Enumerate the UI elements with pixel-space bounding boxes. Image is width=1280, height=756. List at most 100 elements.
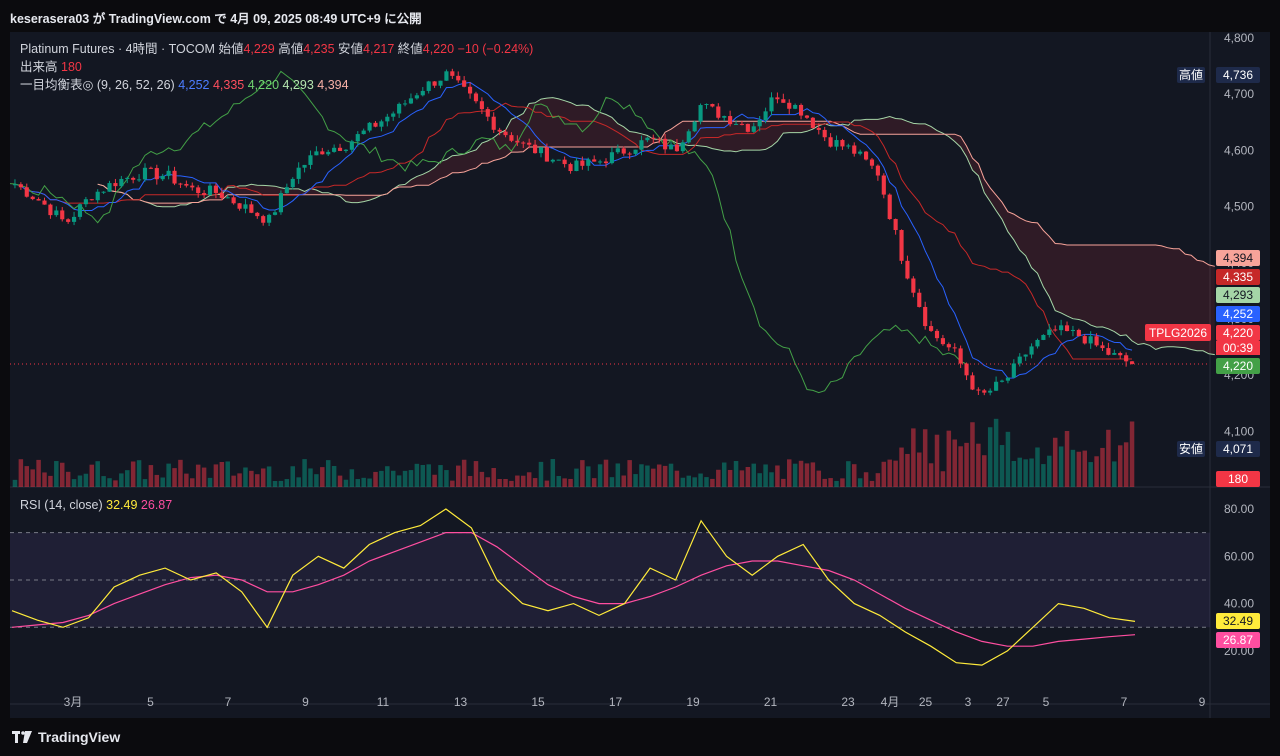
volume-bar xyxy=(184,473,189,487)
candle-body xyxy=(580,160,585,166)
price-tag xyxy=(1216,269,1260,285)
senkou-span-a-line xyxy=(97,97,1215,356)
candle-body xyxy=(775,97,780,100)
candle-body xyxy=(438,80,443,86)
volume-bar xyxy=(710,478,715,487)
volume-bar xyxy=(999,445,1005,487)
volume-bar xyxy=(822,478,827,487)
volume-bar xyxy=(48,475,53,487)
candle-body xyxy=(249,204,254,213)
candle-body xyxy=(822,129,827,138)
rsi-value-tag-label: 26.87 xyxy=(1223,633,1253,647)
candle-body xyxy=(645,137,650,141)
volume-bar xyxy=(420,464,426,487)
candle-body xyxy=(231,197,236,204)
rsi-legend[interactable]: RSI (14, close) 32.49 26.87 xyxy=(20,498,172,512)
candle-body xyxy=(213,185,218,193)
volume-bar xyxy=(526,472,532,487)
price-tag xyxy=(1216,358,1260,374)
candle-body xyxy=(911,278,916,293)
chart-area[interactable]: 4,8004,7004,6004,5004,4004,3004,2004,100… xyxy=(0,31,1280,718)
candle-body xyxy=(60,210,65,220)
candle-body xyxy=(267,214,272,223)
price-tick-label: 4,600 xyxy=(1224,143,1254,157)
candle-body xyxy=(521,142,526,144)
volume-bar xyxy=(781,478,786,487)
candle-body xyxy=(846,145,851,147)
candle-body xyxy=(994,381,999,391)
candle-body xyxy=(787,102,792,109)
low-label: 安値 xyxy=(338,42,364,56)
candle-body xyxy=(1064,325,1070,332)
volume-bar xyxy=(922,429,928,487)
close-label: 終値 xyxy=(397,42,423,56)
candle-body xyxy=(355,134,360,142)
volume-bar xyxy=(615,463,621,487)
change-value: −10 (−0.24%) xyxy=(457,42,534,56)
candle-body xyxy=(893,219,898,231)
volume-bar xyxy=(662,465,668,487)
candle-body xyxy=(834,140,839,147)
volume-bar xyxy=(1076,451,1082,487)
candle-body xyxy=(609,152,614,164)
symbol-legend[interactable]: Platinum Futures · 4時間 · TOCOM 始値4,229 高… xyxy=(20,38,533,57)
candle-body xyxy=(763,111,768,121)
candle-body xyxy=(432,81,437,86)
chart-svg[interactable]: 4,8004,7004,6004,5004,4004,3004,2004,100… xyxy=(0,31,1280,718)
candle-body xyxy=(131,177,136,180)
candle-body xyxy=(160,175,165,180)
volume-bar xyxy=(1112,461,1117,487)
volume-bar xyxy=(733,460,739,487)
candle-body xyxy=(361,130,366,135)
candle-body xyxy=(562,159,567,165)
candle-body xyxy=(639,140,644,150)
candle-body xyxy=(113,183,118,187)
candle-body xyxy=(373,122,378,127)
volume-bar xyxy=(1123,442,1129,487)
volume-bar xyxy=(296,477,301,487)
low-tag-label: 安値 xyxy=(1179,441,1203,456)
volume-bar xyxy=(136,460,142,487)
symbol-tag-label: TPLG2026 xyxy=(1149,326,1207,340)
volume-bar xyxy=(580,460,585,487)
tradingview-brand[interactable]: TradingView xyxy=(12,729,120,745)
candle-body xyxy=(42,200,47,205)
volume-bar xyxy=(745,466,751,487)
candle-body xyxy=(1011,363,1016,378)
volume-bar xyxy=(887,459,892,487)
tenkan-line xyxy=(14,81,1133,379)
candle-body xyxy=(24,187,29,197)
candle-body xyxy=(414,95,419,99)
candle-body xyxy=(408,98,414,104)
candle-body xyxy=(757,120,762,127)
volume-bar xyxy=(148,465,154,487)
rsi-ma-value: 26.87 xyxy=(140,498,173,512)
high-tag-label-bg xyxy=(1177,67,1205,83)
volume-bar xyxy=(651,468,656,487)
price-tick-label: 4,800 xyxy=(1224,32,1254,45)
volume-bar xyxy=(1017,457,1022,487)
chikou-value: 4,220 xyxy=(247,78,280,92)
ichimoku-legend[interactable]: 一目均衡表◎ (9, 26, 52, 26) 4,252 4,335 4,220… xyxy=(20,74,349,93)
volume-bar xyxy=(237,473,242,487)
candle-body xyxy=(462,80,467,87)
volume-bar xyxy=(213,464,219,487)
candle-body xyxy=(657,138,662,140)
candle-body xyxy=(154,168,159,180)
volume-bar xyxy=(603,459,609,487)
candle-body xyxy=(237,203,242,209)
volume-bar xyxy=(107,478,112,487)
time-tick-label: 3月 xyxy=(64,695,83,709)
volume-bar xyxy=(243,467,248,487)
volume-bar xyxy=(917,452,922,487)
volume-legend[interactable]: 出来高 180 xyxy=(20,56,82,75)
volume-bar xyxy=(940,471,946,487)
ichimoku-lines xyxy=(0,70,1215,394)
time-tick-label: 21 xyxy=(764,695,778,709)
price-tag xyxy=(1216,250,1260,266)
volume-bar xyxy=(875,473,881,487)
volume-bar xyxy=(1035,447,1040,487)
candle-body xyxy=(184,183,189,186)
volume-bar xyxy=(396,475,402,487)
volume-bar xyxy=(308,468,313,487)
